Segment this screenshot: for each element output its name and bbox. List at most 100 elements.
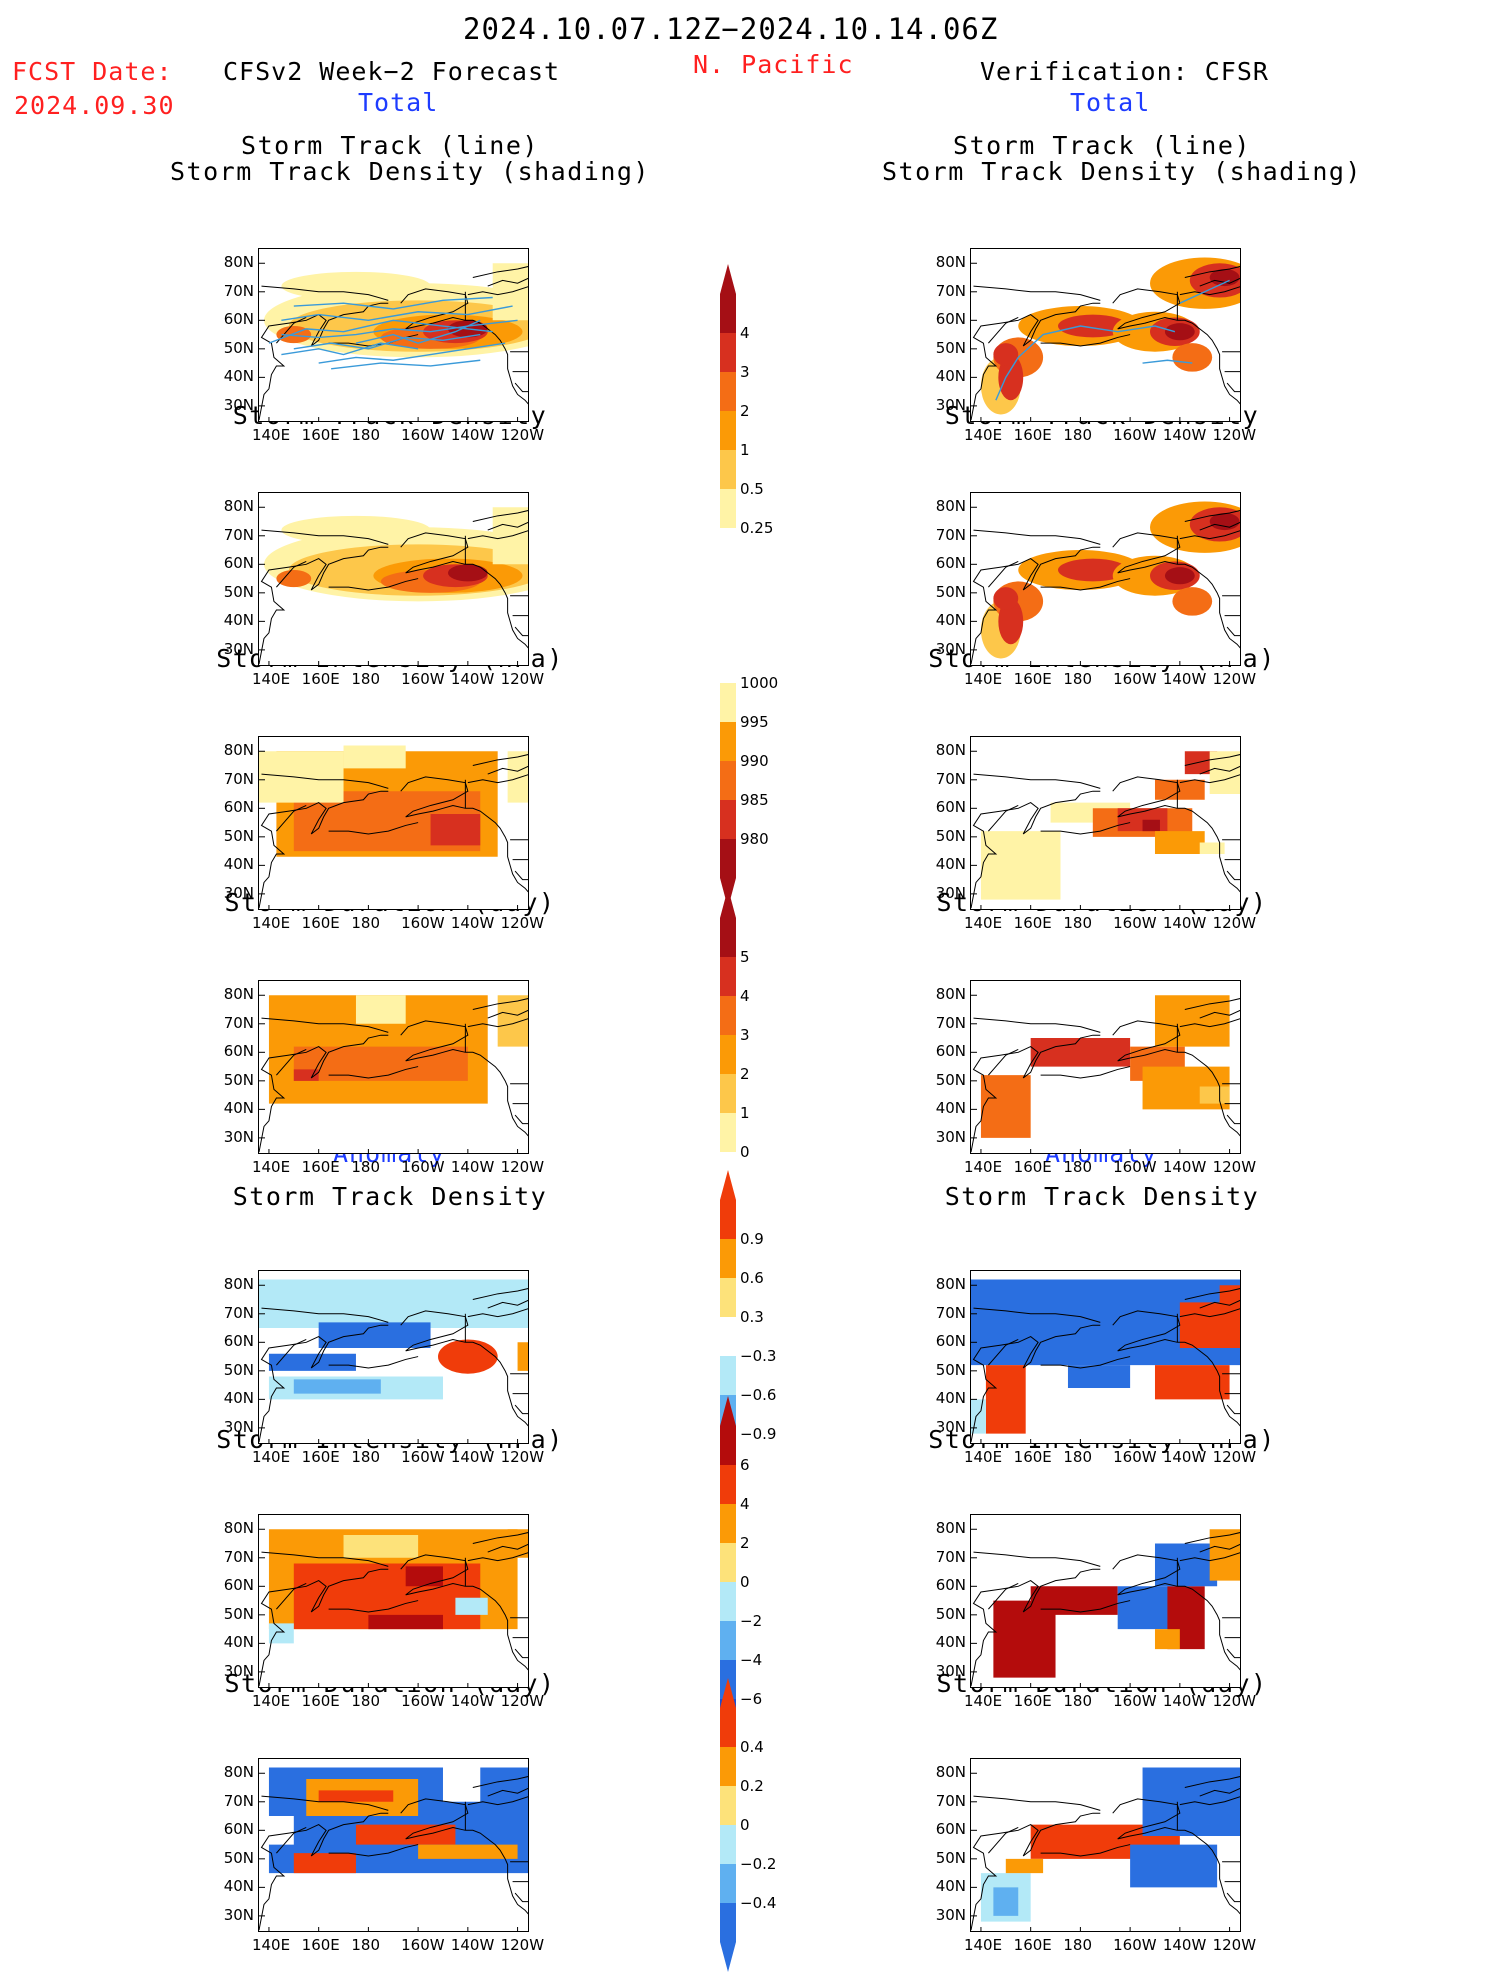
lon-tick-label: 140E (963, 670, 1003, 688)
lat-tick-label: 40N (223, 1633, 254, 1652)
lon-tick-label: 160W (1113, 670, 1157, 688)
verification-anom-duration-map (970, 1758, 1241, 1932)
colorbar-swatch (720, 333, 736, 372)
lat-tick-label: 80N (935, 1519, 966, 1538)
lat-tick-label: 30N (935, 883, 966, 902)
lon-tick-label: 160E (301, 1448, 340, 1466)
colorbar-swatch (720, 996, 736, 1035)
lon-tick-label: 140W (450, 1936, 495, 1954)
colorbar-label: 995 (740, 713, 769, 731)
lon-tick-label: 180 (1063, 670, 1093, 688)
lat-tick-label: 70N (935, 281, 966, 300)
colorbar-swatch (720, 1113, 736, 1152)
lat-tick-label: 60N (223, 1820, 254, 1839)
lat-tick-label: 50N (223, 1848, 254, 1867)
lon-tick-label: 120W (1212, 914, 1257, 932)
lat-tick-label: 70N (223, 1791, 254, 1810)
colorbar-swatch (720, 1200, 736, 1239)
lat-tick-label: 50N (223, 1360, 254, 1379)
lat-tick-label: 30N (223, 395, 254, 414)
colorbar-label: 0.5 (740, 480, 764, 498)
anom_duration-colorbar (720, 1678, 736, 1972)
lon-tick-label: 140E (251, 1936, 291, 1954)
colorbar-swatch (720, 1317, 736, 1356)
colorbar-label: 1000 (740, 674, 779, 692)
colorbar-swatch (720, 411, 736, 450)
verification-track-line-map (970, 248, 1241, 422)
lat-tick-label: 40N (935, 855, 966, 874)
colorbar-label: 6 (740, 1456, 750, 1474)
lon-tick-label: 180 (1063, 1936, 1093, 1954)
left-total-label: Total (358, 88, 439, 117)
lon-tick-label: 160E (1013, 1448, 1052, 1466)
colorbar-swatch (720, 800, 736, 839)
colorbar-label: 2 (740, 402, 750, 420)
date-range-title: 2024.10.07.12Z−2024.10.14.06Z (463, 12, 999, 46)
colorbar-label: −2 (740, 1612, 763, 1630)
lon-tick-label: 160W (401, 914, 445, 932)
lat-tick-label: 60N (935, 798, 966, 817)
lon-tick-label: 160E (301, 914, 340, 932)
verification-intensity-shading (971, 750, 1240, 909)
lon-tick-label: 140E (963, 1692, 1003, 1710)
lon-tick-label: 160W (401, 1936, 445, 1954)
lat-tick-label: 40N (223, 367, 254, 386)
lon-tick-label: 180 (1063, 1448, 1093, 1466)
right-title-track-line: Storm Track (line) (953, 131, 1251, 160)
colorbar-arrow (720, 1678, 736, 1708)
colorbar-swatch (720, 957, 736, 996)
right-total-label: Total (1070, 88, 1151, 117)
verification-anom-intensity-map (970, 1514, 1241, 1688)
lon-tick-label: 180 (1063, 1158, 1093, 1176)
lon-tick-label: 160E (1013, 1692, 1052, 1710)
forecast-duration-shading (259, 994, 528, 1153)
colorbar-swatch (720, 489, 736, 528)
colorbar-label: 0.3 (740, 1308, 764, 1326)
lat-tick-label: 70N (935, 1547, 966, 1566)
left-title-track-density-shading: Storm Track Density (shading) (170, 157, 650, 186)
colorbar-swatch (720, 294, 736, 333)
lon-tick-label: 140E (963, 1158, 1003, 1176)
lat-tick-label: 40N (223, 1389, 254, 1408)
lon-tick-label: 180 (1063, 1692, 1093, 1710)
forecast-duration-map (258, 980, 529, 1154)
lon-tick-label: 140E (251, 1692, 291, 1710)
forecast-intensity-shading (259, 745, 528, 909)
lon-tick-label: 160E (301, 670, 340, 688)
lon-tick-label: 160E (1013, 426, 1052, 444)
colorbar-label: −4 (740, 1651, 763, 1669)
lon-tick-label: 120W (1212, 1158, 1257, 1176)
colorbar-swatch (720, 450, 736, 489)
lat-tick-label: 70N (223, 525, 254, 544)
lon-tick-label: 120W (1212, 670, 1257, 688)
colorbar-label: 5 (740, 948, 750, 966)
verification-anom-duration-shading (971, 1767, 1240, 1931)
lat-tick-label: 40N (935, 1099, 966, 1118)
lon-tick-label: 120W (500, 1448, 545, 1466)
verification-duration-map (970, 980, 1241, 1154)
lon-tick-label: 160E (1013, 1158, 1052, 1176)
lat-tick-label: 50N (223, 1604, 254, 1623)
forecast-anom-density-shading (259, 1279, 528, 1443)
forecast-anom-duration-shading (259, 1767, 528, 1931)
lat-tick-label: 80N (935, 1763, 966, 1782)
lat-tick-label: 60N (223, 310, 254, 329)
lat-tick-label: 40N (935, 1389, 966, 1408)
lat-tick-label: 80N (223, 253, 254, 272)
lon-tick-label: 140W (450, 670, 495, 688)
lon-tick-label: 120W (500, 670, 545, 688)
colorbar-label: 3 (740, 1026, 750, 1044)
verification-track-line-shading (971, 257, 1240, 421)
lon-tick-label: 120W (500, 1936, 545, 1954)
lon-tick-label: 160W (1113, 914, 1157, 932)
verification-anom-intensity-shading (971, 1528, 1240, 1687)
lon-tick-label: 160W (401, 1158, 445, 1176)
colorbar-swatch (720, 683, 736, 722)
lat-tick-label: 60N (935, 1820, 966, 1839)
colorbar-arrow (720, 888, 736, 918)
lon-tick-label: 140W (1162, 1448, 1207, 1466)
lon-tick-label: 140E (251, 1448, 291, 1466)
lat-tick-label: 30N (223, 1661, 254, 1680)
lon-tick-label: 120W (1212, 426, 1257, 444)
lat-tick-label: 30N (223, 1905, 254, 1924)
